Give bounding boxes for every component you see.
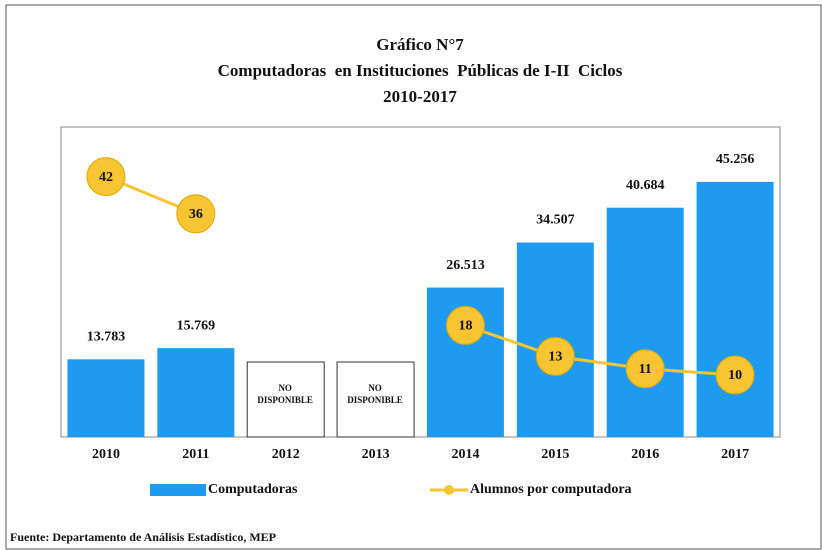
data-label: 18 xyxy=(458,319,472,334)
source-note: Fuente: Departamento de Análisis Estadís… xyxy=(10,530,276,544)
unavailable-box xyxy=(246,361,325,438)
line-marker xyxy=(176,194,216,234)
plot-frame xyxy=(60,126,781,438)
x-tick-label: 2011 xyxy=(182,447,209,462)
data-label: 10 xyxy=(728,368,742,383)
data-label: 40.684 xyxy=(626,178,665,193)
x-tick-label: 2016 xyxy=(631,447,659,462)
line-marker xyxy=(86,157,126,197)
line-marker xyxy=(715,355,755,395)
bar xyxy=(696,181,774,437)
x-tick-label: 2013 xyxy=(362,447,390,462)
chart-title: Gráfico N°7 xyxy=(376,35,464,54)
line-marker xyxy=(625,349,665,389)
data-label: 36 xyxy=(189,207,203,222)
data-label: 26.513 xyxy=(446,258,485,273)
x-tick-label: 2014 xyxy=(451,447,479,462)
data-label: 13 xyxy=(548,350,562,365)
data-label: 42 xyxy=(99,170,113,185)
legend-label: Alumnos por computadora xyxy=(470,482,632,497)
unavailable-label-box: NO DISPONIBLE xyxy=(347,383,403,405)
bar xyxy=(67,359,145,437)
unavailable-label: NO DISPONIBLE xyxy=(257,383,313,405)
x-tick-label: 2017 xyxy=(721,447,749,462)
x-tick-label: 2010 xyxy=(92,447,120,462)
unavailable-label: NO DISPONIBLE xyxy=(347,383,403,405)
data-label: 45.256 xyxy=(716,152,755,167)
data-label: 34.507 xyxy=(536,213,575,228)
outer-frame xyxy=(5,4,822,550)
line-marker xyxy=(445,305,485,345)
unavailable-label-box: NO DISPONIBLE xyxy=(257,383,313,405)
x-tick-label: 2012 xyxy=(272,447,300,462)
legend-swatch xyxy=(444,485,454,495)
data-label: 15.769 xyxy=(177,318,216,333)
chart-title: Computadoras en Instituciones Públicas d… xyxy=(218,61,623,80)
legend-swatch xyxy=(150,484,206,496)
x-tick-label: 2015 xyxy=(541,447,569,462)
unavailable-box xyxy=(336,361,415,438)
bar xyxy=(157,348,235,437)
data-label: 11 xyxy=(639,362,652,377)
data-label: 13.783 xyxy=(87,330,126,345)
bar xyxy=(606,207,684,437)
legend-label: Computadoras xyxy=(208,482,298,497)
chart-title: 2010-2017 xyxy=(383,87,457,106)
line-marker xyxy=(535,336,575,376)
